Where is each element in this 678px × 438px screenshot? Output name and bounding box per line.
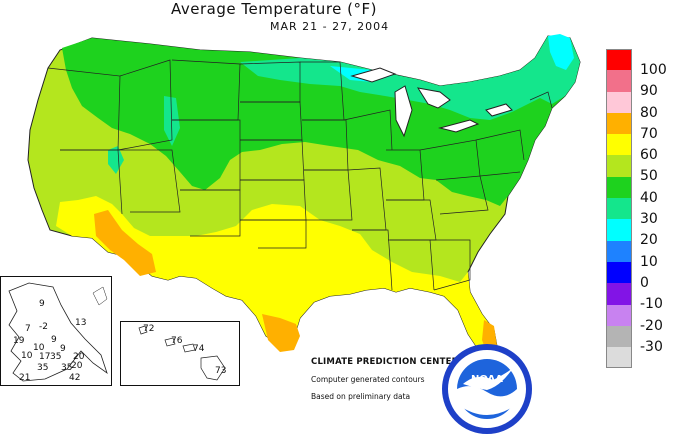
legend-row: -30 xyxy=(606,325,676,354)
alaska-value-15: 20 xyxy=(71,361,83,371)
alaska-value-8: 9 xyxy=(60,344,66,354)
legend-row: 80 xyxy=(606,91,676,120)
contour-rockies-teal xyxy=(164,96,180,146)
hawaii-value-3: 74 xyxy=(193,344,205,354)
noaa-logo: NOAA xyxy=(441,344,533,434)
legend-label: 90 xyxy=(640,83,658,100)
legend-label: 100 xyxy=(640,62,667,78)
contour-wy-teal xyxy=(108,146,124,174)
legend-row: -10 xyxy=(606,283,676,311)
legend-label: -30 xyxy=(640,338,663,355)
temperature-legend: 100 90 80 70 60 50 40 30 20 10 0 -10 -20 -30 xyxy=(606,49,676,369)
legend-swatch xyxy=(606,219,632,241)
legend-row: 30 xyxy=(606,198,676,226)
alaska-value-7: 10 xyxy=(33,343,45,353)
legend-row: 100 xyxy=(606,49,676,77)
legend-swatch xyxy=(606,70,632,92)
legend-label: 10 xyxy=(640,253,658,270)
alaska-value-1: 9 xyxy=(39,299,45,309)
legend-label: -20 xyxy=(640,317,663,334)
noaa-logo-text: NOAA xyxy=(471,374,503,385)
legend-swatch xyxy=(606,134,632,156)
contour-70-80-texas xyxy=(262,314,300,352)
contour-30-40-north xyxy=(240,36,580,120)
legend-swatch xyxy=(606,91,632,113)
legend-label: 60 xyxy=(640,147,658,164)
legend-row: 40 xyxy=(606,176,676,205)
legend-swatch xyxy=(606,304,632,326)
contour-40-50 xyxy=(62,36,580,206)
alaska-value-9: 10 xyxy=(21,351,33,361)
legend-swatch xyxy=(606,347,632,369)
contour-60-70 xyxy=(56,196,498,358)
legend-swatch xyxy=(606,283,632,305)
alaska-value-17: 42 xyxy=(69,373,81,383)
legend-swatch xyxy=(606,155,632,177)
legend-swatch xyxy=(606,49,632,71)
legend-row: 90 xyxy=(606,70,676,98)
legend-swatch xyxy=(606,112,632,135)
legend-row: -20 xyxy=(606,304,676,333)
alaska-value-13: 35 xyxy=(37,363,49,373)
alaska-value-16: 21 xyxy=(19,373,31,383)
great-lakes xyxy=(350,67,513,138)
legend-row: 0 xyxy=(606,261,676,290)
legend-row: 50 xyxy=(606,155,676,183)
legend-label: 0 xyxy=(640,274,649,291)
map-subtitle: MAR 21 - 27, 2004 xyxy=(270,20,390,33)
legend-label: 20 xyxy=(640,232,658,249)
legend-swatch xyxy=(606,261,632,284)
hawaii-value-1: 72 xyxy=(143,324,155,334)
legend-label: -10 xyxy=(640,296,663,313)
legend-row: 20 xyxy=(606,219,676,247)
alaska-value-12: 20 xyxy=(73,352,85,362)
legend-label: 40 xyxy=(640,189,658,206)
contour-20-30-maine xyxy=(548,34,574,70)
alaska-value-2: 13 xyxy=(75,318,87,328)
credit-line2: Computer generated contours xyxy=(311,375,425,384)
legend-swatch xyxy=(606,240,632,262)
us-temperature-map xyxy=(27,34,581,359)
legend-swatch xyxy=(606,325,632,348)
legend-row: 70 xyxy=(606,112,676,141)
alaska-value-4: -2 xyxy=(39,322,48,332)
alaska-value-10: 17 xyxy=(39,352,51,362)
alaska-inset: 9 13 7 -2 9 19 10 9 10 17 35 20 35 35 20… xyxy=(0,276,112,386)
legend-label: 50 xyxy=(640,168,658,185)
credit-line3: Based on preliminary data xyxy=(311,392,411,401)
alaska-value-3: 7 xyxy=(25,324,31,334)
legend-label: 30 xyxy=(640,211,658,228)
alaska-value-11: 35 xyxy=(50,352,62,362)
legend-swatch xyxy=(606,176,632,199)
contour-oregon-green xyxy=(84,58,102,78)
hawaii-value-4: 73 xyxy=(215,366,227,376)
credit-center: CLIMATE PREDICTION CENTER, NOAA xyxy=(311,357,494,367)
legend-row: 10 xyxy=(606,240,676,269)
alaska-value-6: 19 xyxy=(13,336,25,346)
state-borders xyxy=(47,59,553,291)
contour-70-80-southwest xyxy=(94,210,156,276)
hawaii-value-2: 76 xyxy=(171,336,183,346)
alaska-value-14: 35 xyxy=(61,363,73,373)
legend-label: 70 xyxy=(640,125,658,142)
alaska-outline xyxy=(8,282,108,382)
alaska-value-5: 9 xyxy=(51,335,57,345)
legend-row xyxy=(606,347,676,369)
hawaii-inset: 72 76 74 73 xyxy=(120,321,240,386)
map-title: Average Temperature (°F) xyxy=(171,0,377,18)
legend-row: 60 xyxy=(606,134,676,162)
legend-swatch xyxy=(606,198,632,220)
legend-label: 80 xyxy=(640,104,658,121)
